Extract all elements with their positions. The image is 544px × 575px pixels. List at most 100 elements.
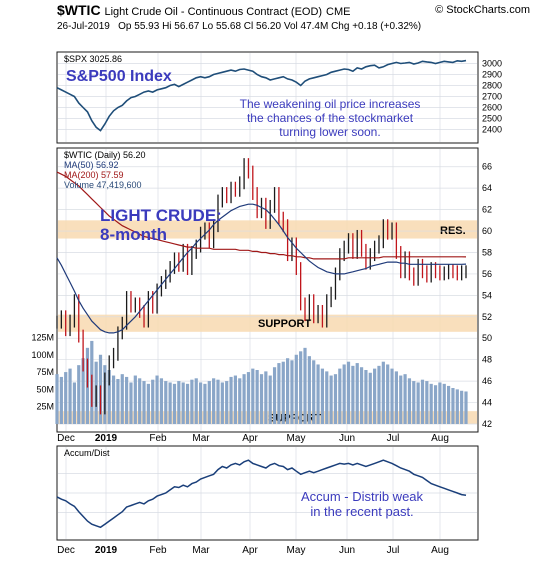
- month-label-accum: May: [287, 545, 306, 556]
- volume-bar: [233, 375, 237, 424]
- support-band-1: [58, 314, 477, 332]
- volume-bar: [312, 360, 316, 424]
- chart-symbol: $WTIC: [57, 2, 101, 18]
- price-tick-label: 56: [482, 269, 492, 279]
- volume-bar: [172, 383, 177, 424]
- volume-bar: [72, 382, 77, 424]
- volume-bar: [368, 372, 372, 424]
- volume-bar: [185, 383, 190, 424]
- volume-bar: [207, 381, 211, 424]
- volume-bar: [216, 379, 220, 424]
- volume-tick-label: 125M: [31, 332, 54, 342]
- volume-tick-label: 100M: [31, 350, 54, 360]
- volume-bar: [164, 381, 168, 424]
- volume-bar: [290, 360, 294, 424]
- volume-bar: [255, 370, 259, 424]
- chart-exchange: CME: [326, 6, 351, 18]
- price-tick-label: 66: [482, 162, 492, 172]
- volume-bar: [377, 365, 381, 424]
- volume-bar: [111, 375, 116, 424]
- volume-bar: [442, 383, 446, 424]
- price-tick-label: 44: [482, 398, 492, 408]
- volume-bar: [77, 365, 81, 424]
- volume-bar: [299, 351, 303, 424]
- month-label-accum: 2019: [95, 545, 118, 556]
- volume-tick-label: 50M: [36, 384, 54, 394]
- volume-tick-label: 25M: [36, 402, 54, 412]
- volume-legend: Volume 47,419,600: [64, 180, 142, 190]
- spx-series-line: [56, 59, 467, 132]
- volume-bar: [81, 358, 85, 424]
- volume-bar: [446, 385, 451, 424]
- volume-bar: [138, 378, 142, 424]
- volume-bar: [286, 358, 290, 424]
- price-tick-label: 58: [482, 247, 492, 257]
- volume-bar: [203, 383, 207, 424]
- volume-bar: [125, 376, 129, 424]
- volume-bar: [272, 367, 277, 424]
- volume-bar: [420, 379, 425, 424]
- volume-bar: [416, 382, 420, 424]
- price-tick-label: 46: [482, 376, 492, 386]
- volume-bar: [220, 382, 224, 424]
- spx-tick-label: 3000: [482, 59, 502, 69]
- volume-bar: [55, 374, 59, 424]
- month-label-price: Jul: [387, 433, 400, 444]
- spx-tick-label: 2800: [482, 81, 502, 91]
- volume-bar: [168, 382, 172, 424]
- volume-bar: [320, 368, 325, 424]
- month-label-accum: Jun: [339, 545, 355, 556]
- volume-bar: [281, 361, 285, 424]
- ma200-line: [56, 171, 467, 260]
- volume-bar: [438, 382, 442, 424]
- volume-bar: [251, 368, 255, 424]
- volume-bar: [342, 364, 346, 424]
- spx-tick-label: 2900: [482, 70, 502, 80]
- volume-bar: [64, 372, 68, 424]
- volume-bar: [212, 378, 216, 424]
- month-label-price: 2019: [95, 433, 118, 444]
- volume-bar: [259, 374, 264, 424]
- volume-bar: [264, 371, 268, 424]
- volume-bar: [351, 365, 355, 424]
- volume-bar: [333, 374, 338, 424]
- volume-bar: [303, 347, 307, 424]
- price-legend: $WTIC (Daily) 56.20: [64, 150, 146, 160]
- volume-bar: [425, 381, 429, 424]
- volume-bar: [394, 371, 398, 424]
- volume-bar: [129, 382, 133, 424]
- volume-bar: [403, 374, 407, 424]
- volume-bar: [133, 375, 137, 424]
- price-tick-label: 54: [482, 290, 492, 300]
- volume-bar: [151, 379, 155, 424]
- volume-bar: [198, 382, 203, 424]
- ma200-legend: MA(200) 57.59: [64, 170, 124, 180]
- support-band-label: SUPPORT: [258, 318, 311, 330]
- volume-tick-label: 75M: [36, 367, 54, 377]
- volume-bar: [433, 385, 438, 424]
- month-label-price: Aug: [431, 433, 449, 444]
- accum-series-line: [56, 459, 467, 529]
- volume-bar: [277, 363, 281, 424]
- volume-bar: [238, 378, 242, 424]
- chart-title: $WTIC Light Crude Oil - Continuous Contr…: [57, 2, 350, 18]
- month-label-price: Feb: [149, 433, 167, 444]
- volume-bar: [181, 382, 185, 424]
- volume-bar: [407, 378, 412, 424]
- volume-bar: [399, 375, 403, 424]
- spx-tick-label: 2700: [482, 92, 502, 102]
- price-tick-label: 62: [482, 205, 492, 215]
- volume-bar: [242, 374, 246, 424]
- ma50-legend: MA(50) 56.92: [64, 160, 119, 170]
- volume-bar: [325, 371, 329, 424]
- spx-annotation-line: The weakening oil price increases: [240, 97, 421, 111]
- quote-values: Op 55.93 Hi 56.67 Lo 55.68 Cl 56.20 Vol …: [118, 21, 422, 32]
- quote-date: 26-Jul-2019: [57, 21, 110, 32]
- volume-bar: [451, 388, 455, 424]
- volume-bar: [386, 364, 390, 424]
- volume-bar: [329, 375, 333, 424]
- price-tick-label: 42: [482, 419, 492, 429]
- month-label-accum: Mar: [192, 545, 210, 556]
- volume-bar: [455, 389, 459, 424]
- month-label-accum: Jul: [387, 545, 400, 556]
